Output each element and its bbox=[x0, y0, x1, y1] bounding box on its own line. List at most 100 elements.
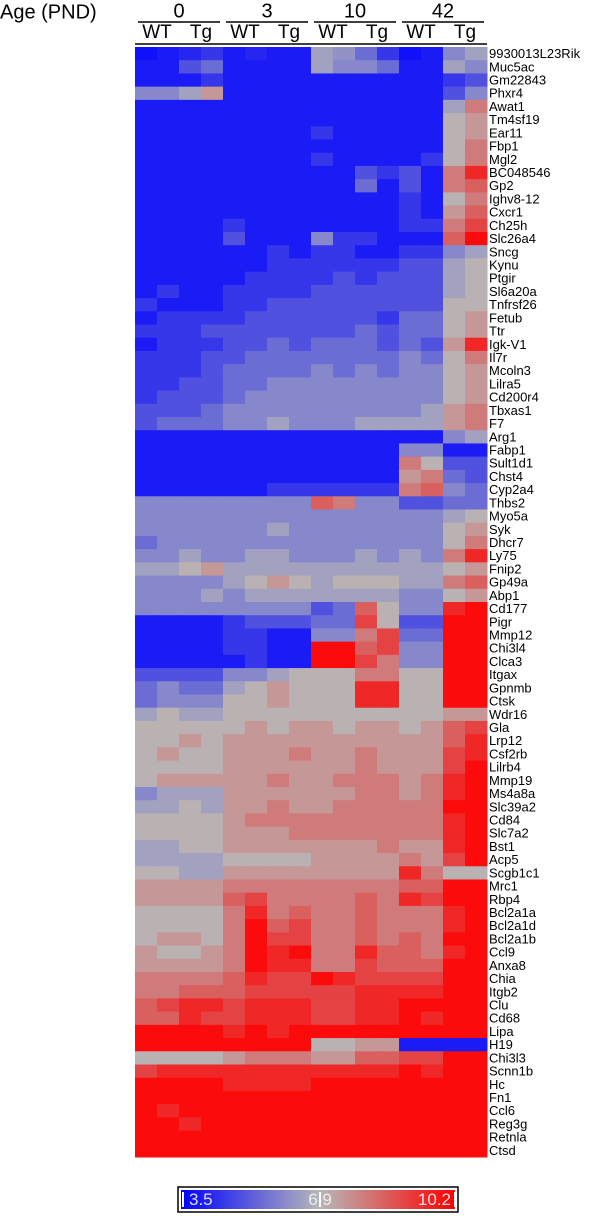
cell bbox=[333, 522, 356, 537]
cell bbox=[311, 747, 334, 762]
row-label: Gla bbox=[489, 720, 510, 735]
cell bbox=[135, 826, 158, 841]
cell bbox=[201, 179, 224, 193]
cell bbox=[399, 456, 422, 471]
cell bbox=[443, 853, 466, 867]
cell bbox=[355, 972, 378, 986]
cell bbox=[289, 443, 312, 458]
cell bbox=[135, 126, 158, 140]
cell bbox=[201, 945, 224, 960]
cell bbox=[135, 720, 158, 735]
row-label: Hc bbox=[489, 1077, 505, 1092]
cell bbox=[421, 1117, 444, 1132]
cell bbox=[135, 1117, 158, 1132]
cell bbox=[135, 483, 158, 497]
cell bbox=[223, 958, 246, 973]
cell bbox=[157, 403, 180, 418]
row-label: Rbp4 bbox=[489, 892, 520, 907]
row-label: Fetub bbox=[489, 310, 522, 325]
cell bbox=[157, 747, 180, 762]
cell bbox=[399, 245, 422, 259]
cell bbox=[443, 430, 466, 444]
cell bbox=[377, 575, 400, 590]
cell bbox=[245, 205, 268, 220]
row-label: Reg3g bbox=[489, 1116, 527, 1131]
cell bbox=[267, 654, 290, 669]
cell bbox=[267, 813, 290, 828]
cell bbox=[443, 773, 466, 788]
row-label: Mmp19 bbox=[489, 773, 532, 788]
cell bbox=[179, 403, 202, 418]
cell bbox=[465, 707, 488, 722]
cell bbox=[421, 126, 444, 140]
cell bbox=[179, 232, 202, 246]
cell bbox=[179, 787, 202, 801]
row-label: Tnfrsf26 bbox=[489, 297, 537, 312]
cell bbox=[355, 284, 378, 299]
cell bbox=[377, 813, 400, 828]
row-label: Chi3l3 bbox=[489, 1050, 526, 1065]
cell bbox=[311, 773, 334, 788]
cell bbox=[245, 668, 268, 682]
cell bbox=[157, 853, 180, 867]
row-label: Mcoln3 bbox=[489, 363, 531, 378]
cell bbox=[377, 681, 400, 695]
cell bbox=[333, 681, 356, 695]
cell bbox=[179, 298, 202, 312]
cell bbox=[245, 892, 268, 907]
cell bbox=[465, 205, 488, 220]
cell bbox=[333, 165, 356, 180]
cell bbox=[333, 218, 356, 233]
cell bbox=[377, 298, 400, 312]
cell bbox=[421, 86, 444, 101]
cell bbox=[245, 60, 268, 74]
cell bbox=[267, 271, 290, 286]
cell bbox=[267, 747, 290, 762]
cell bbox=[355, 152, 378, 167]
cell bbox=[333, 126, 356, 140]
cell bbox=[399, 879, 422, 894]
cell bbox=[421, 139, 444, 154]
cell bbox=[179, 99, 202, 114]
cell bbox=[245, 535, 268, 550]
cell bbox=[355, 86, 378, 101]
cell bbox=[245, 377, 268, 392]
cell bbox=[443, 628, 466, 643]
cell bbox=[179, 271, 202, 286]
cell bbox=[399, 707, 422, 722]
cell bbox=[443, 192, 466, 207]
cell bbox=[465, 152, 488, 167]
cell bbox=[267, 905, 290, 920]
cell bbox=[333, 958, 356, 973]
cell bbox=[421, 602, 444, 616]
cell bbox=[157, 337, 180, 352]
cell bbox=[245, 1051, 268, 1065]
cell bbox=[377, 720, 400, 735]
cell bbox=[443, 535, 466, 550]
cell bbox=[179, 641, 202, 656]
cell bbox=[289, 787, 312, 801]
cell bbox=[289, 720, 312, 735]
row-label: Mrc1 bbox=[489, 879, 518, 894]
cell bbox=[399, 99, 422, 114]
cell bbox=[443, 681, 466, 695]
cell bbox=[201, 364, 224, 378]
cell bbox=[443, 311, 466, 325]
cell bbox=[355, 839, 378, 854]
cell bbox=[135, 972, 158, 986]
row-label: Ttr bbox=[489, 324, 506, 339]
row-label: Bcl2a1a bbox=[489, 905, 537, 920]
cell bbox=[311, 73, 334, 88]
cell bbox=[201, 469, 224, 484]
cell bbox=[465, 139, 488, 154]
cell bbox=[223, 232, 246, 246]
cell bbox=[443, 1038, 466, 1052]
cell bbox=[333, 245, 356, 259]
cell bbox=[267, 720, 290, 735]
cell bbox=[443, 998, 466, 1013]
cell bbox=[399, 1130, 422, 1145]
cell bbox=[289, 1038, 312, 1052]
cell bbox=[333, 271, 356, 286]
cell bbox=[421, 826, 444, 841]
cell bbox=[135, 364, 158, 378]
